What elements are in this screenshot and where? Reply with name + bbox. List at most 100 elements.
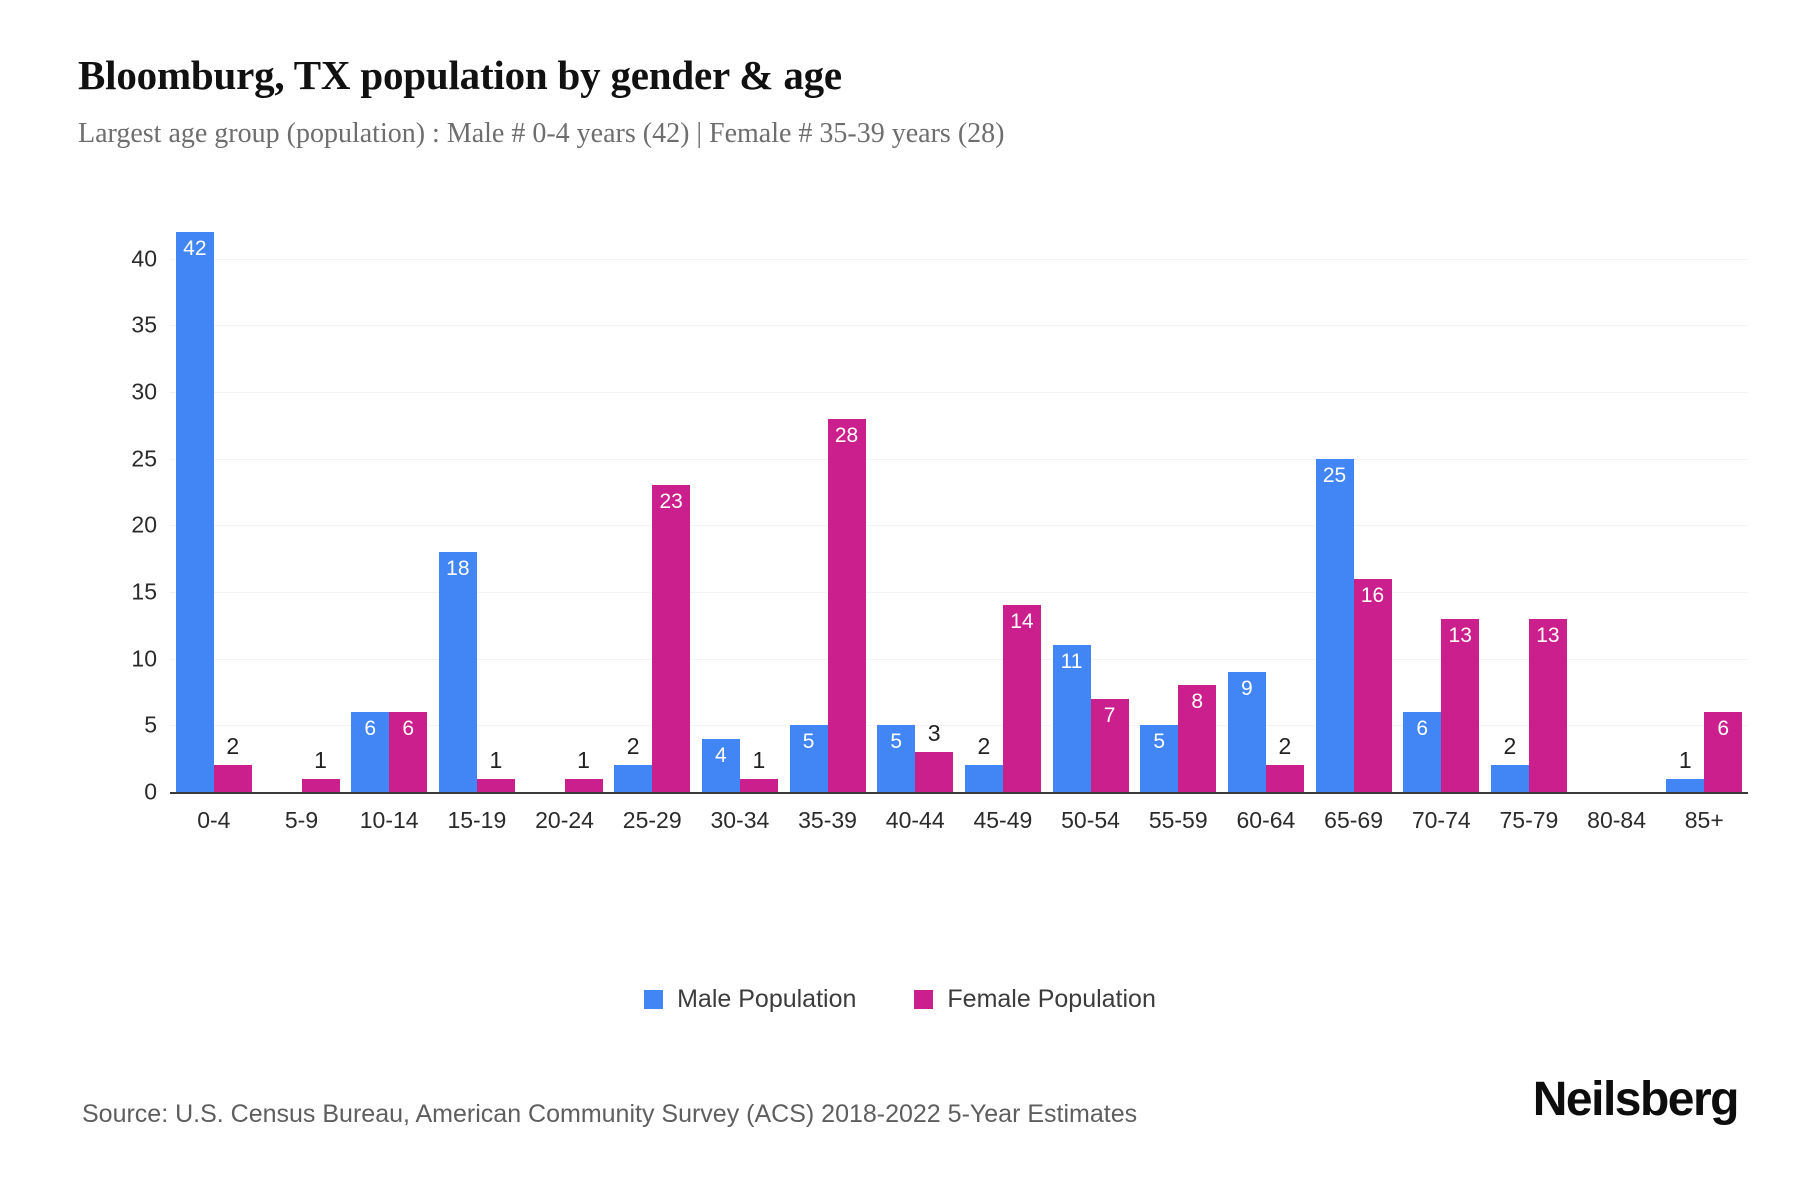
bar-value-label: 2 <box>226 733 240 760</box>
bar-value-label: 16 <box>1360 583 1385 607</box>
bar-value-label: 6 <box>364 717 377 740</box>
bar-slot: 25 <box>1315 232 1354 792</box>
bar-female[interactable]: 8 <box>1178 685 1217 792</box>
bar-male[interactable]: 9 <box>1227 672 1266 792</box>
bar-value-label: 3 <box>927 720 941 746</box>
grid-line <box>170 525 1748 527</box>
bar-value-label: 4 <box>715 743 727 767</box>
bar-female[interactable]: 6 <box>389 712 428 792</box>
bar-male[interactable]: 5 <box>1140 725 1179 792</box>
bar-female[interactable]: 2 <box>213 735 252 792</box>
y-axis-tick: 35 <box>131 311 157 338</box>
bar-female[interactable]: 1 <box>564 748 603 792</box>
bar-value-label: 9 <box>1241 677 1253 700</box>
bar-slot <box>527 232 565 792</box>
x-axis-tick: 65-69 <box>1324 807 1383 833</box>
bar-male[interactable]: 5 <box>877 725 916 792</box>
x-axis-tick: 55-59 <box>1148 807 1208 833</box>
bar-value-label: 14 <box>1010 610 1034 634</box>
legend-swatch-icon <box>914 990 934 1009</box>
bar-male[interactable]: 18 <box>438 552 477 792</box>
bar-slot: 42 <box>175 232 214 792</box>
bar-female[interactable]: 1 <box>739 748 778 792</box>
y-axis-tick: 15 <box>131 578 157 605</box>
grid-line <box>170 392 1748 393</box>
bar-slot: 1 <box>739 232 778 792</box>
bar-female[interactable]: 1 <box>476 748 515 792</box>
bar-female[interactable]: 14 <box>1002 605 1041 792</box>
bar-slot: 6 <box>1704 232 1743 792</box>
bar-female[interactable]: 28 <box>827 418 866 792</box>
bar-value-label: 5 <box>802 730 815 754</box>
bar-value-label: 13 <box>1448 623 1472 647</box>
bar-slot <box>264 232 302 792</box>
y-axis-tick: 40 <box>131 245 157 272</box>
bar-male[interactable]: 2 <box>1490 735 1529 792</box>
bar-female[interactable]: 1 <box>301 748 340 792</box>
bar-male[interactable]: 4 <box>701 738 740 792</box>
bar-value-label: 1 <box>577 746 590 773</box>
bar-male[interactable]: 6 <box>1403 712 1442 792</box>
bar-male[interactable]: 11 <box>1052 645 1091 792</box>
bar-male[interactable]: 2 <box>614 735 653 792</box>
x-axis-tick: 15-19 <box>447 807 507 833</box>
bar-male[interactable]: 25 <box>1315 458 1354 792</box>
x-axis-tick: 45-49 <box>973 807 1033 833</box>
bar-female[interactable]: 13 <box>1441 618 1480 792</box>
bar-female[interactable]: 13 <box>1528 618 1567 792</box>
grid-line <box>170 725 1748 727</box>
bar-group: 6 13 <box>1397 232 1485 792</box>
bar-value-label: 6 <box>1717 717 1730 740</box>
bar-female[interactable]: 6 <box>1704 712 1743 792</box>
bar-slot: 2 <box>1265 232 1304 792</box>
bar-slot: 5 <box>877 232 916 792</box>
bar-slot: 1 <box>1666 232 1705 792</box>
bar-male[interactable]: 5 <box>789 725 828 792</box>
legend-item[interactable]: Male Population <box>644 985 856 1014</box>
x-axis-tick: 0-4 <box>197 807 231 833</box>
x-axis-tick: 50-54 <box>1061 807 1120 833</box>
y-axis: 0 5 10 15 20 25 30 35 40 <box>95 232 157 804</box>
x-axis-tick: 75-79 <box>1499 807 1559 833</box>
bar-value-label: 2 <box>1503 733 1517 760</box>
bar-male[interactable]: 6 <box>351 712 390 792</box>
bar-value-label: 6 <box>402 717 415 740</box>
legend-item[interactable]: Female Population <box>914 985 1156 1014</box>
x-axis-tick: 35-39 <box>798 807 857 833</box>
bar-female[interactable]: 7 <box>1090 698 1129 792</box>
bar-group: 1 <box>521 232 609 792</box>
bar-female[interactable]: 16 <box>1353 578 1392 792</box>
bar-female[interactable]: 23 <box>652 485 691 792</box>
bar-slot: 2 <box>614 232 653 792</box>
x-axis-tick: 80-84 <box>1587 807 1646 833</box>
x-axis-tick: 5-9 <box>284 807 319 833</box>
bar-group: 2 13 <box>1485 232 1573 792</box>
bar-female[interactable]: 3 <box>915 722 954 792</box>
chart-plot-area: 0 5 10 15 20 25 30 35 40 42 2 1 6 6 18 1 1 2 23 4 1 5 28 5 3 2 14… <box>0 232 1800 897</box>
bar-male[interactable]: 1 <box>1666 748 1705 792</box>
y-axis-tick: 5 <box>144 711 157 738</box>
bar-female[interactable]: 2 <box>1265 735 1304 792</box>
bar-male[interactable]: 2 <box>964 735 1003 792</box>
bar-slot: 5 <box>789 232 828 792</box>
bar-slot: 6 <box>351 232 390 792</box>
bar-slot: 8 <box>1178 232 1217 792</box>
bar-slot: 6 <box>1403 232 1442 792</box>
y-axis-tick: 10 <box>131 645 157 672</box>
bar-group: 2 23 <box>608 232 696 792</box>
bar-group: 5 28 <box>784 232 872 792</box>
bar-male[interactable]: 42 <box>175 232 214 792</box>
bar-slot <box>1579 232 1617 792</box>
legend-label: Male Population <box>677 985 857 1013</box>
bar-group: 1 <box>258 232 346 792</box>
grid-line <box>170 325 1748 327</box>
bar-slot: 5 <box>1140 232 1179 792</box>
y-axis-tick: 30 <box>131 378 157 405</box>
bar-group: 2 14 <box>959 232 1047 792</box>
page-title: Bloomburg, TX population by gender & age <box>78 52 842 98</box>
bar-value-label: 2 <box>1278 733 1292 760</box>
